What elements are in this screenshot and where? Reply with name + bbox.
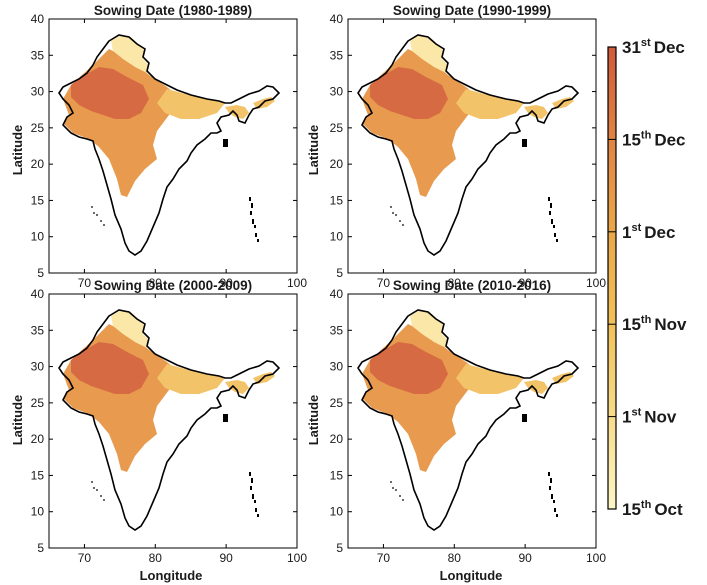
y-tick-label: 5 [336, 266, 343, 280]
x-tick-label: 80 [448, 551, 462, 565]
x-tick-label: 70 [377, 276, 391, 290]
india-map [58, 309, 280, 531]
x-tick-label: 80 [149, 551, 163, 565]
colorbar: 31st Dec 15th Dec 1st Dec 15th Nov 1st Nov 15th Oct [607, 37, 687, 519]
y-tick-label: 35 [31, 48, 45, 62]
y-tick-label: 15 [330, 468, 344, 482]
map-panel-1980-1989: Sowing Date (1980-1989) 70 80 90 100 5 10 15 20 2… [31, 3, 308, 290]
delta-patch [223, 414, 228, 422]
x-tick-label: 100 [586, 551, 606, 565]
islands [390, 472, 558, 517]
y-tick-label: 5 [37, 266, 44, 280]
x-axis-label-left: Longitude [140, 568, 203, 583]
y-tick-label: 10 [330, 505, 344, 519]
panel-title: Sowing Date (2000-2009) [94, 278, 252, 293]
y-tick-label: 25 [31, 396, 45, 410]
y-tick-label: 40 [31, 287, 45, 301]
y-tick-label: 35 [330, 323, 344, 337]
map-panel-1990-1999: Sowing Date (1990-1999) 70 80 90 100 5 10 15 20 2… [330, 3, 607, 290]
y-tick-label: 5 [336, 541, 343, 555]
colorbar-label: 15th Oct [622, 499, 683, 519]
y-tick-label: 30 [31, 360, 45, 374]
y-tick-label: 20 [330, 157, 344, 171]
y-tick-label: 20 [31, 432, 45, 446]
india-map [58, 34, 280, 256]
y-tick-label: 15 [31, 193, 45, 207]
y-tick-label: 35 [31, 323, 45, 337]
x-tick-label: 90 [219, 276, 233, 290]
x-tick-label: 100 [287, 276, 307, 290]
y-tick-label: 20 [31, 157, 45, 171]
x-tick-label: 100 [287, 551, 307, 565]
india-map [357, 34, 579, 256]
colorbar-label: 1st Nov [622, 407, 677, 427]
x-tick-label: 70 [78, 551, 92, 565]
colorbar-label: 15th Dec [622, 129, 686, 149]
colorbar-label: 1st Dec [622, 222, 675, 242]
islands [390, 197, 558, 242]
y-tick-label: 30 [330, 360, 344, 374]
y-axis-label-top: Latitude [10, 125, 25, 176]
y-tick-label: 30 [31, 85, 45, 99]
delta-patch [223, 139, 228, 147]
y-tick-label: 40 [330, 287, 344, 301]
y-tick-label: 25 [330, 396, 344, 410]
y-tick-label: 30 [330, 85, 344, 99]
islands [91, 472, 259, 517]
x-tick-label: 70 [377, 551, 391, 565]
y-axis-label-right-bottom: Latitude [306, 395, 321, 446]
colorbar-gradient [607, 46, 617, 510]
y-tick-label: 20 [330, 432, 344, 446]
y-tick-label: 10 [330, 230, 344, 244]
map-panel-2010-2016: Sowing Date (2010-2016)70 80 90 10051015202… [330, 278, 607, 565]
y-tick-label: 10 [31, 230, 45, 244]
colorbar-label: 15th Nov [622, 314, 687, 334]
y-tick-label: 10 [31, 505, 45, 519]
y-tick-label: 5 [37, 541, 44, 555]
x-tick-label: 70 [78, 276, 92, 290]
plot-frame [347, 18, 597, 274]
x-tick-label: 100 [586, 276, 606, 290]
y-tick-label: 25 [31, 121, 45, 135]
y-tick-label: 15 [31, 468, 45, 482]
y-tick-label: 35 [330, 48, 344, 62]
x-axis-label-right: Longitude [440, 568, 503, 583]
panel-title: Sowing Date (1980-1989) [94, 3, 252, 18]
y-tick-label: 15 [330, 193, 344, 207]
x-tick-label: 80 [149, 276, 163, 290]
x-tick-label: 90 [219, 551, 233, 565]
india-map [357, 309, 579, 531]
delta-patch [522, 414, 527, 422]
y-tick-label: 40 [31, 12, 45, 26]
colorbar-labels: 31st Dec 15th Dec 1st Dec 15th Nov 1st Nov 15th Oct [608, 37, 687, 519]
colorbar-label: 31st Dec [622, 37, 685, 57]
panel-title: Sowing Date (2010-2016) [393, 278, 551, 293]
y-axis-label-right-top: Latitude [306, 125, 321, 176]
x-tick-label: 80 [448, 276, 462, 290]
y-tick-label: 40 [330, 12, 344, 26]
islands [91, 197, 259, 242]
y-axis-label-bottom: Latitude [10, 395, 25, 446]
x-tick-label: 90 [518, 276, 532, 290]
y-tick-label: 25 [330, 121, 344, 135]
delta-patch [522, 139, 527, 147]
map-panel-2000-2009: Sowing Date (2000-2009)70 80 90 10051015202… [31, 278, 308, 565]
panel-title: Sowing Date (1990-1999) [393, 3, 551, 18]
x-tick-label: 90 [518, 551, 532, 565]
